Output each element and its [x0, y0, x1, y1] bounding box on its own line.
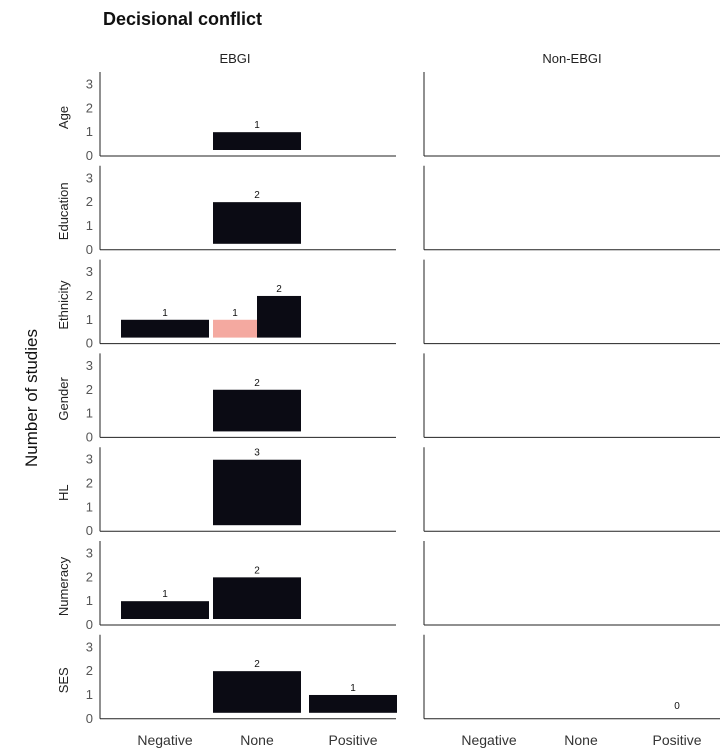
- y-tick-label: 3: [86, 170, 93, 185]
- y-tick-label: 0: [86, 336, 93, 351]
- y-tick-label: 2: [86, 569, 93, 584]
- y-axis-label: Number of studies: [22, 329, 41, 467]
- y-tick-label: 0: [86, 617, 93, 632]
- bar-hl-none: [213, 459, 301, 526]
- data-label-age-none: 1: [254, 120, 260, 131]
- x-tick-label-none: None: [564, 732, 598, 748]
- data-label-hl-none: 3: [254, 448, 260, 459]
- y-tick-label: 0: [86, 711, 93, 726]
- x-tick-label-negative: Negative: [461, 732, 516, 748]
- data-label-ses-positive: 1: [350, 683, 356, 694]
- bar-ses-none: [213, 671, 301, 713]
- bar-numeracy-negative: [121, 601, 209, 619]
- bar-age-none: [213, 132, 301, 150]
- row-label-ses: SES: [56, 667, 71, 693]
- strip-label-ebgi: EBGI: [219, 51, 250, 66]
- y-tick-label: 2: [86, 476, 93, 491]
- x-tick-label-positive: Positive: [328, 732, 377, 748]
- y-tick-label: 3: [86, 264, 93, 279]
- y-tick-label: 3: [86, 77, 93, 92]
- row-label-ethnicity: Ethnicity: [56, 280, 71, 330]
- y-tick-label: 0: [86, 523, 93, 538]
- data-label-gender-none: 2: [254, 378, 260, 389]
- y-tick-label: 1: [86, 312, 93, 327]
- row-label-education: Education: [56, 182, 71, 240]
- bar-ses-positive: [309, 694, 397, 713]
- y-tick-label: 3: [86, 546, 93, 561]
- y-tick-label: 3: [86, 452, 93, 467]
- chart-title: Decisional conflict: [103, 9, 262, 29]
- row-label-gender: Gender: [56, 377, 71, 421]
- bar-ethnicity-none: [213, 319, 257, 338]
- data-label-numeracy-negative: 1: [162, 589, 168, 600]
- y-tick-label: 3: [86, 358, 93, 373]
- data-label-education-none: 2: [254, 190, 260, 201]
- strip-label-non-ebgi: Non-EBGI: [542, 51, 601, 66]
- bar-ethnicity-negative: [121, 319, 209, 338]
- data-label-numeracy-none: 2: [254, 565, 260, 576]
- y-tick-label: 1: [86, 218, 93, 233]
- y-tick-label: 2: [86, 194, 93, 209]
- y-tick-label: 2: [86, 382, 93, 397]
- facet-grid: EBGI Non-EBGI Age 0 1 2 3 Education 0 1 2 3 Ethnicit…: [56, 51, 720, 748]
- y-tick-label: 2: [86, 288, 93, 303]
- data-label-ethnicity-negative: 1: [162, 308, 168, 319]
- row-label-age: Age: [56, 106, 71, 129]
- y-tick-label: 3: [86, 639, 93, 654]
- y-tick-label: 1: [86, 687, 93, 702]
- data-label-ethnicity-none: 2: [276, 284, 282, 295]
- row-label-numeracy: Numeracy: [56, 556, 71, 616]
- x-tick-label-none: None: [240, 732, 274, 748]
- data-label-ses-none: 2: [254, 659, 260, 670]
- y-tick-label: 1: [86, 499, 93, 514]
- bar-ethnicity-none: [257, 295, 301, 338]
- y-tick-label: 0: [86, 242, 93, 257]
- row-label-hl: HL: [56, 484, 71, 501]
- y-tick-label: 1: [86, 406, 93, 421]
- data-label-ses-positive: 0: [674, 701, 680, 712]
- x-tick-label-positive: Positive: [652, 732, 701, 748]
- y-tick-label: 1: [86, 593, 93, 608]
- x-tick-label-negative: Negative: [137, 732, 192, 748]
- y-tick-label: 1: [86, 124, 93, 139]
- bar-numeracy-none: [213, 577, 301, 619]
- bar-gender-none: [213, 389, 301, 432]
- y-tick-label: 2: [86, 663, 93, 678]
- bar-education-none: [213, 202, 301, 244]
- y-tick-label: 0: [86, 148, 93, 163]
- y-tick-label: 2: [86, 100, 93, 115]
- y-tick-label: 0: [86, 429, 93, 444]
- data-label-ethnicity-none: 1: [232, 308, 238, 319]
